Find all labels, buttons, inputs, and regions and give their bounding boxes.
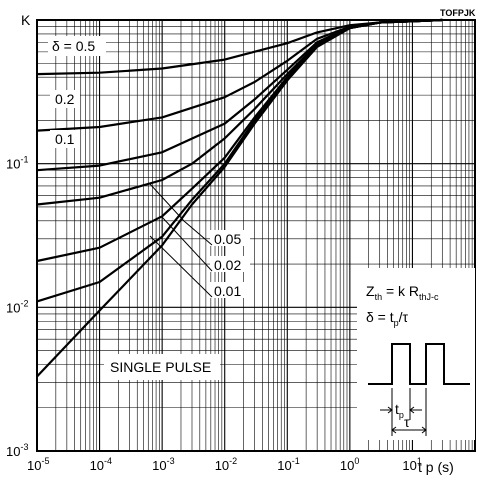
label-bg-0.2 bbox=[50, 90, 80, 108]
formula-bg bbox=[357, 268, 475, 440]
pulse-waveform bbox=[368, 343, 470, 385]
tp-arrowheads bbox=[387, 406, 415, 414]
label-bg-0.05 bbox=[210, 230, 250, 246]
curves bbox=[36, 18, 443, 378]
x-tick-label: 100 bbox=[340, 456, 359, 473]
label-bg-0.1 bbox=[50, 130, 80, 148]
x-tick-label: 10-5 bbox=[27, 456, 49, 473]
axes: 10-5 10-4 10-3 10-2 10-1 100 101 10-1 10-2 10-3 bbox=[6, 19, 476, 473]
series-label-0.2: 0.2 bbox=[55, 91, 75, 107]
leader-0.02 bbox=[161, 216, 213, 272]
x-tick-label: 10-2 bbox=[215, 456, 237, 473]
curve-6 bbox=[36, 18, 443, 378]
x-tick-label: 101 bbox=[402, 456, 421, 473]
tau-arrowheads bbox=[391, 426, 427, 434]
leader-0.05 bbox=[149, 183, 213, 246]
x-tick-label: 10-1 bbox=[277, 456, 299, 473]
series-label-0.1: 0.1 bbox=[55, 131, 75, 147]
label-bg-0.02 bbox=[210, 256, 250, 272]
series-label-single-pulse: SINGLE PULSE bbox=[110, 359, 211, 375]
series-label-0.05: 0.05 bbox=[214, 231, 241, 247]
chart-code-label: TOFPJK bbox=[440, 8, 476, 18]
x-axis-label: t p (s) bbox=[418, 459, 454, 475]
y-tick-label: 10-1 bbox=[6, 155, 28, 172]
tau-label: τ bbox=[404, 414, 410, 430]
x-tick-label: 10-3 bbox=[152, 456, 174, 473]
label-bg-single bbox=[104, 354, 220, 380]
label-bg-0.5 bbox=[48, 36, 106, 56]
formula-box: Zth = k RthJ-c δ = tp/τ tp τ bbox=[357, 268, 475, 440]
y-axis-label: K bbox=[21, 12, 31, 28]
plot-frame bbox=[36, 19, 476, 452]
leader-0.01 bbox=[149, 235, 213, 298]
series-label-0.5: δ = 0.5 bbox=[52, 38, 95, 54]
delta-formula: δ = tp/τ bbox=[366, 309, 409, 328]
label-bg-0.01 bbox=[210, 282, 250, 298]
x-tick-label: 10-4 bbox=[90, 456, 112, 473]
series-label-0.02: 0.02 bbox=[214, 257, 241, 273]
tp-label: tp bbox=[395, 401, 404, 420]
y-tick-label: 10-2 bbox=[6, 298, 28, 315]
zth-formula: Zth = k RthJ-c bbox=[366, 283, 439, 302]
y-tick-label: 10-3 bbox=[6, 442, 28, 459]
series-label-0.01: 0.01 bbox=[214, 283, 241, 299]
series-labels: δ = 0.5 0.2 0.1 0.05 0.02 0.01 SINGLE PU… bbox=[48, 36, 250, 380]
